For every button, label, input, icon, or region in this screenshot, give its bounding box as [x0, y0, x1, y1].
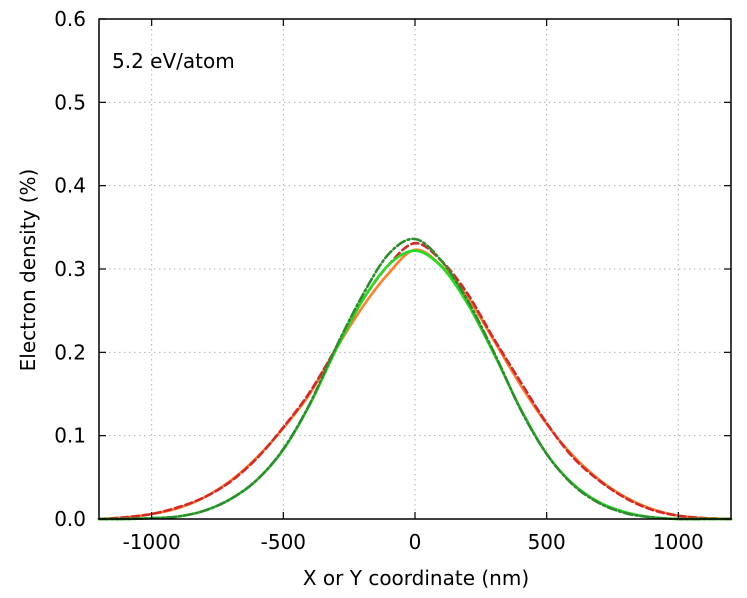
x-tick-label: -500 [261, 530, 306, 554]
y-tick-label: 0.4 [54, 174, 86, 198]
x-tick-label: 500 [528, 530, 566, 554]
y-axis-title: Electron density (%) [16, 169, 40, 372]
series-line-2 [97, 241, 733, 521]
y-tick-label: 0.6 [54, 7, 86, 31]
y-tick-label: 0.2 [54, 340, 86, 364]
y-tick-label: 0.0 [54, 507, 86, 531]
energy-annotation: 5.2 eV/atom [112, 49, 235, 73]
series-line-4 [97, 237, 733, 521]
series-group [97, 237, 733, 521]
y-tick-label: 0.1 [54, 424, 86, 448]
grid [99, 19, 731, 519]
x-tick-label: 0 [409, 530, 422, 554]
x-axis-title: X or Y coordinate (nm) [303, 566, 529, 590]
y-tick-label: 0.3 [54, 257, 86, 281]
x-tick-label: -1000 [123, 530, 181, 554]
axis-ticks: -1000 -500 0 500 1000 0.0 0.1 0.2 0.3 0.4 0.5 0.6 [54, 7, 731, 554]
x-tick-label: 1000 [653, 530, 704, 554]
y-tick-label: 0.5 [54, 90, 86, 114]
